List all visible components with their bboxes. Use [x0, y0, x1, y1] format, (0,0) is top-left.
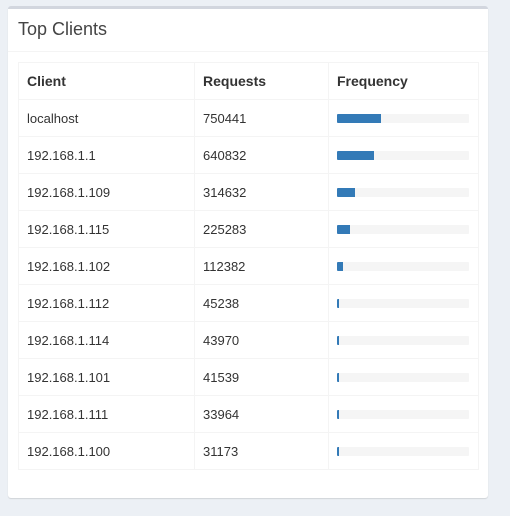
client-cell: localhost: [18, 99, 195, 137]
requests-cell: 43970: [194, 321, 329, 359]
table-row: 192.168.1.111 33964: [18, 395, 479, 433]
column-header-requests: Requests: [194, 62, 329, 100]
table-row: localhost 750441: [18, 99, 479, 137]
frequency-progress-track: [337, 335, 469, 345]
frequency-progress-bar: [337, 446, 339, 456]
client-cell: 192.168.1.112: [18, 284, 195, 322]
frequency-cell: [328, 395, 479, 433]
table-row: 192.168.1.100 31173: [18, 432, 479, 470]
frequency-cell: [328, 99, 479, 137]
client-cell: 192.168.1.102: [18, 247, 195, 285]
frequency-progress-bar: [337, 261, 343, 271]
top-clients-panel: Top Clients Client Requests Frequency lo…: [8, 6, 488, 498]
frequency-cell: [328, 247, 479, 285]
requests-cell: 33964: [194, 395, 329, 433]
frequency-progress-track: [337, 409, 469, 419]
frequency-cell: [328, 321, 479, 359]
frequency-progress-bar: [337, 113, 381, 123]
client-cell: 192.168.1.101: [18, 358, 195, 396]
frequency-cell: [328, 284, 479, 322]
frequency-progress-track: [337, 446, 469, 456]
frequency-cell: [328, 432, 479, 470]
requests-cell: 314632: [194, 173, 329, 211]
client-cell: 192.168.1.114: [18, 321, 195, 359]
table-row: 192.168.1.115 225283: [18, 210, 479, 248]
panel-body: Client Requests Frequency localhost 75044…: [8, 52, 488, 480]
frequency-progress-track: [337, 113, 469, 123]
frequency-progress-track: [337, 261, 469, 271]
frequency-cell: [328, 136, 479, 174]
column-header-frequency: Frequency: [328, 62, 479, 100]
table-row: 192.168.1.1 640832: [18, 136, 479, 174]
requests-cell: 45238: [194, 284, 329, 322]
requests-cell: 225283: [194, 210, 329, 248]
panel-header: Top Clients: [8, 9, 488, 52]
table-row: 192.168.1.101 41539: [18, 358, 479, 396]
client-cell: 192.168.1.100: [18, 432, 195, 470]
table-row: 192.168.1.102 112382: [18, 247, 479, 285]
column-header-client: Client: [18, 62, 195, 100]
frequency-progress-track: [337, 187, 469, 197]
frequency-progress-bar: [337, 409, 339, 419]
table-header-row: Client Requests Frequency: [18, 62, 479, 100]
frequency-progress-bar: [337, 372, 339, 382]
requests-cell: 750441: [194, 99, 329, 137]
frequency-progress-bar: [337, 335, 339, 345]
frequency-cell: [328, 210, 479, 248]
frequency-progress-track: [337, 298, 469, 308]
client-cell: 192.168.1.115: [18, 210, 195, 248]
frequency-progress-bar: [337, 150, 374, 160]
requests-cell: 640832: [194, 136, 329, 174]
frequency-cell: [328, 173, 479, 211]
table-row: 192.168.1.114 43970: [18, 321, 479, 359]
top-clients-table: Client Requests Frequency localhost 75044…: [18, 62, 479, 470]
client-cell: 192.168.1.1: [18, 136, 195, 174]
client-cell: 192.168.1.111: [18, 395, 195, 433]
panel-title: Top Clients: [18, 19, 108, 39]
frequency-progress-track: [337, 150, 469, 160]
frequency-cell: [328, 358, 479, 396]
frequency-progress-bar: [337, 224, 350, 234]
frequency-progress-track: [337, 372, 469, 382]
client-cell: 192.168.1.109: [18, 173, 195, 211]
frequency-progress-track: [337, 224, 469, 234]
table-row: 192.168.1.109 314632: [18, 173, 479, 211]
requests-cell: 31173: [194, 432, 329, 470]
frequency-progress-bar: [337, 298, 339, 308]
requests-cell: 41539: [194, 358, 329, 396]
frequency-progress-bar: [337, 187, 355, 197]
table-row: 192.168.1.112 45238: [18, 284, 479, 322]
requests-cell: 112382: [194, 247, 329, 285]
